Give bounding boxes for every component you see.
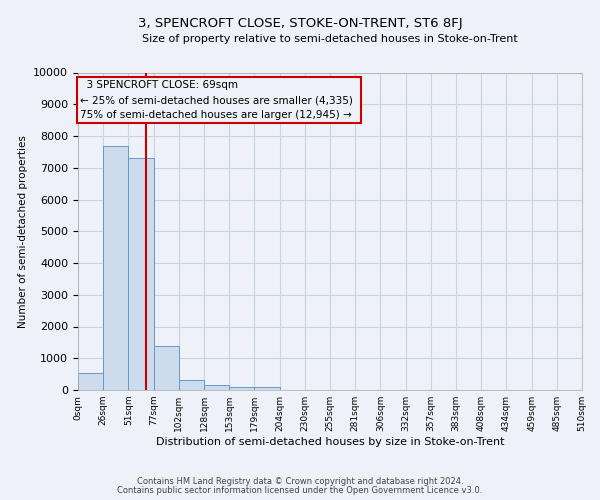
Bar: [78, 372, 103, 390]
Bar: [103, 146, 128, 390]
Y-axis label: Number of semi-detached properties: Number of semi-detached properties: [18, 135, 28, 328]
Bar: [154, 346, 179, 390]
Bar: [179, 380, 204, 390]
Text: 3 SPENCROFT CLOSE: 69sqm  
← 25% of semi-detached houses are smaller (4,335)
75%: 3 SPENCROFT CLOSE: 69sqm ← 25% of semi-d…: [80, 80, 358, 120]
Text: Contains public sector information licensed under the Open Government Licence v3: Contains public sector information licen…: [118, 486, 482, 495]
X-axis label: Distribution of semi-detached houses by size in Stoke-on-Trent: Distribution of semi-detached houses by …: [156, 437, 504, 447]
Title: Size of property relative to semi-detached houses in Stoke-on-Trent: Size of property relative to semi-detach…: [142, 34, 518, 44]
Bar: [128, 158, 154, 390]
Bar: [229, 386, 254, 390]
Bar: [204, 385, 229, 390]
Bar: [254, 387, 280, 390]
Text: Contains HM Land Registry data © Crown copyright and database right 2024.: Contains HM Land Registry data © Crown c…: [137, 477, 463, 486]
Text: 3, SPENCROFT CLOSE, STOKE-ON-TRENT, ST6 8FJ: 3, SPENCROFT CLOSE, STOKE-ON-TRENT, ST6 …: [137, 18, 463, 30]
